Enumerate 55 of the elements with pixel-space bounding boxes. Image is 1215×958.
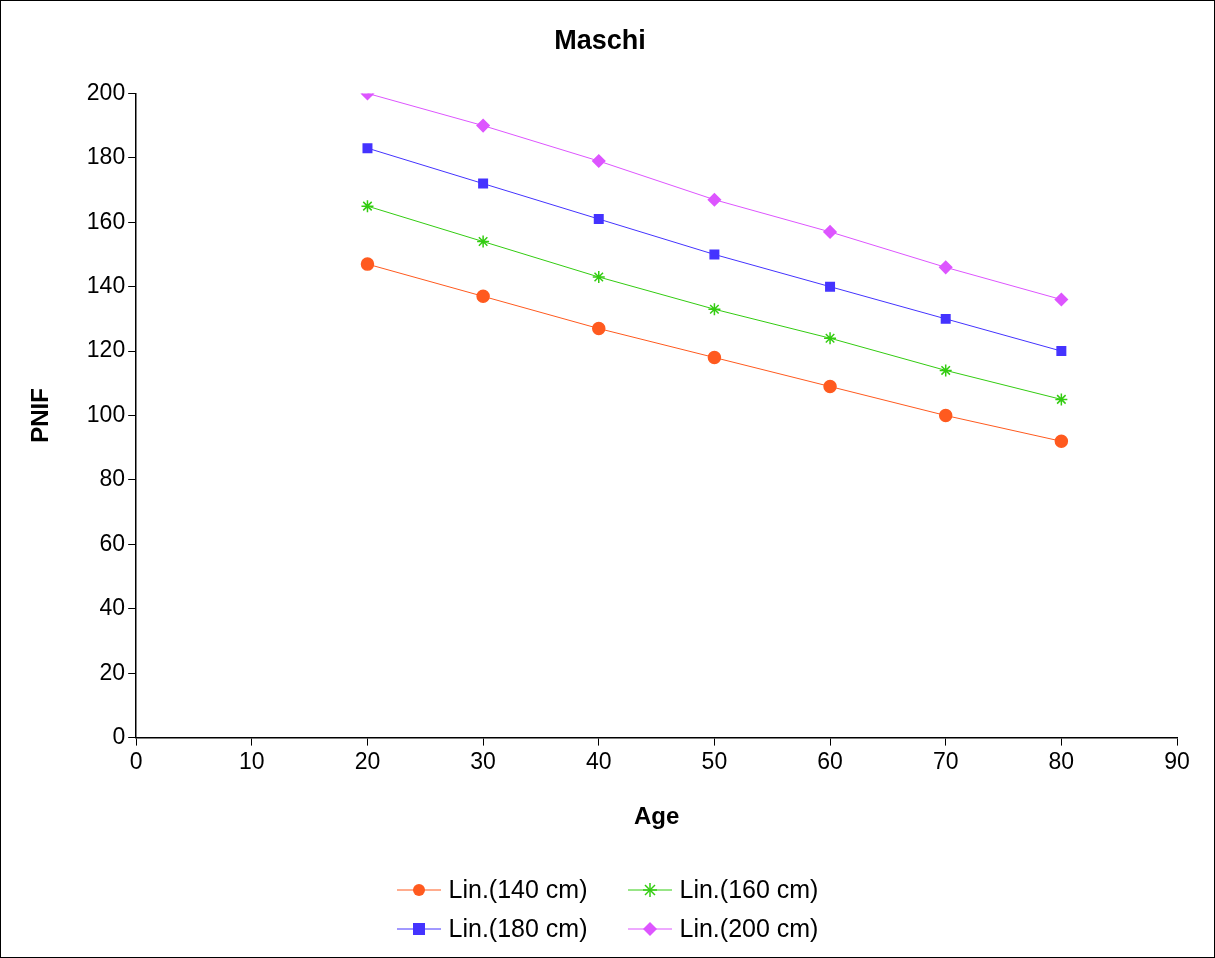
y-tick-label: 60 xyxy=(99,529,126,556)
point xyxy=(707,350,722,365)
y-tick-label: 200 xyxy=(86,78,126,105)
point xyxy=(823,225,837,239)
y-tick-label: 140 xyxy=(86,272,126,298)
point xyxy=(362,143,373,154)
y-axis-title: PNIF xyxy=(26,388,54,443)
point xyxy=(592,270,606,284)
x-tick-label: 20 xyxy=(354,747,381,774)
point xyxy=(360,199,375,213)
point xyxy=(592,154,606,168)
x-tick-label: 40 xyxy=(585,747,612,774)
x-tick-label: 70 xyxy=(932,747,959,774)
point xyxy=(592,321,606,336)
point xyxy=(476,118,490,133)
point xyxy=(938,363,953,378)
x-tick-label: 10 xyxy=(239,747,265,774)
point xyxy=(476,289,490,304)
point xyxy=(478,178,489,189)
x-tick-label: 50 xyxy=(701,747,728,774)
x-tick-label: 80 xyxy=(1048,747,1075,774)
x-axis-title: Age xyxy=(633,802,680,830)
x-tick-label: 0 xyxy=(129,747,143,774)
point xyxy=(938,408,953,423)
point xyxy=(707,302,722,316)
point xyxy=(360,257,375,271)
x-tick-label: 30 xyxy=(470,747,496,774)
y-tick-label: 20 xyxy=(99,658,126,685)
point xyxy=(1054,434,1069,449)
y-tick-label: 160 xyxy=(86,207,126,234)
point xyxy=(476,234,490,249)
x-tick-label: 60 xyxy=(817,747,843,774)
point xyxy=(940,313,951,324)
point xyxy=(823,379,837,394)
point xyxy=(593,214,604,225)
x-tick-label: 90 xyxy=(1164,747,1190,774)
legend-label: Lin.(180 cm) xyxy=(448,914,588,943)
y-tick-label: 100 xyxy=(86,400,126,427)
y-tick-label: 80 xyxy=(99,465,126,492)
point xyxy=(709,249,720,260)
legend-label: Lin.(160 cm) xyxy=(679,875,819,904)
y-tick-label: 0 xyxy=(112,722,126,749)
y-tick-label: 180 xyxy=(86,143,126,170)
point xyxy=(1054,292,1069,307)
point xyxy=(823,331,837,345)
legend-label: Lin.(200 cm) xyxy=(679,914,819,943)
point xyxy=(938,260,953,275)
point xyxy=(707,192,722,207)
legend-label: Lin.(140 cm) xyxy=(448,875,588,904)
point xyxy=(1056,346,1067,357)
point xyxy=(1054,392,1069,407)
chart-title: Maschi xyxy=(554,24,646,55)
point xyxy=(825,281,836,292)
y-tick-label: 40 xyxy=(99,594,126,621)
y-tick-label: 120 xyxy=(86,336,126,363)
